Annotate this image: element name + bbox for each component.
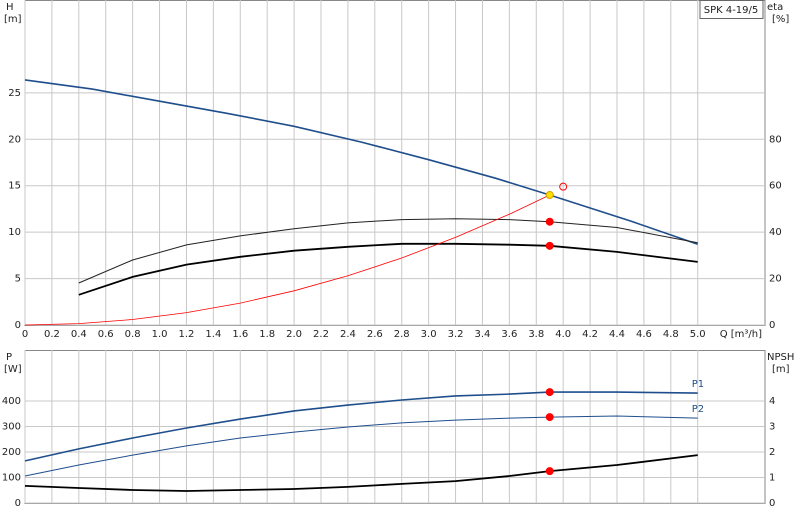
- x-tick-label: 0.4: [71, 329, 87, 340]
- curve: [24, 194, 550, 326]
- x-tick-label: 3.0: [421, 329, 437, 340]
- curve: [24, 454, 698, 492]
- y-tick-label: 300: [2, 422, 21, 433]
- x-tick-label: 3.8: [528, 329, 544, 340]
- x-tick-label: 3.6: [501, 329, 517, 340]
- curve-label: P2: [692, 404, 704, 415]
- x-tick-label: 4.2: [582, 329, 598, 340]
- operating-point: [545, 217, 554, 226]
- y-tick-label: 0: [15, 320, 21, 331]
- x-tick-label: 2.8: [394, 329, 410, 340]
- y2-tick-label: 2: [769, 447, 775, 458]
- y2-axis-unit: [m]: [772, 364, 790, 375]
- y2-tick-label: 60: [769, 181, 782, 192]
- x-tick-label: 1.2: [179, 329, 195, 340]
- y2-axis-label: eta: [767, 2, 783, 13]
- x-tick-label: 1.6: [232, 329, 248, 340]
- y-axis-label: P: [6, 352, 12, 363]
- x-axis-label: Q [m³/h]: [720, 329, 762, 340]
- x-tick-label: 0: [22, 329, 28, 340]
- y-tick-label: 10: [8, 227, 21, 238]
- x-tick-label: 2.4: [340, 329, 356, 340]
- curve: [78, 218, 698, 284]
- x-tick-label: 1.0: [152, 329, 168, 340]
- x-tick-label: 5.0: [690, 329, 706, 340]
- y-axis-label: H: [6, 2, 14, 13]
- x-tick-label: 0.2: [44, 329, 60, 340]
- x-tick-label: 2.6: [367, 329, 383, 340]
- y2-tick-label: 0: [769, 498, 775, 509]
- x-tick-label: 2.0: [286, 329, 302, 340]
- operating-point: [545, 191, 554, 199]
- x-tick-label: 4.4: [609, 329, 625, 340]
- y-tick-label: 400: [2, 396, 21, 407]
- x-tick-label: 1.4: [205, 329, 221, 340]
- y-tick-label: 0: [15, 498, 21, 509]
- y-tick-label: 100: [2, 473, 21, 484]
- y-tick-label: 25: [8, 88, 21, 99]
- title-box: [699, 0, 764, 19]
- y2-axis-unit: [%]: [772, 14, 789, 25]
- y2-tick-label: 0: [769, 320, 775, 331]
- operating-point: [545, 467, 554, 476]
- operating-point: [559, 182, 568, 191]
- y-tick-label: 15: [8, 181, 21, 192]
- x-tick-label: 3.2: [448, 329, 464, 340]
- chart-title: SPK 4-19/5: [704, 5, 759, 16]
- x-tick-label: 3.4: [475, 329, 491, 340]
- x-tick-label: 4.0: [555, 329, 571, 340]
- curve-label: P1: [692, 379, 704, 390]
- operating-point: [545, 413, 554, 422]
- operating-point: [545, 388, 554, 397]
- y2-tick-label: 80: [769, 134, 782, 145]
- y-axis-unit: [m]: [4, 14, 22, 25]
- curve: [78, 242, 698, 296]
- operating-point: [545, 241, 554, 250]
- y-axis-unit: [W]: [4, 364, 22, 375]
- x-tick-label: 4.6: [636, 329, 652, 340]
- curve: [24, 79, 698, 245]
- y-tick-label: 20: [8, 134, 21, 145]
- x-tick-label: 0.8: [125, 329, 141, 340]
- y2-tick-label: 20: [769, 274, 782, 285]
- y2-tick-label: 1: [769, 473, 775, 484]
- y2-tick-label: 40: [769, 227, 782, 238]
- y-tick-label: 200: [2, 447, 21, 458]
- y2-tick-label: 4: [769, 396, 775, 407]
- x-tick-label: 0.6: [98, 329, 114, 340]
- x-tick-label: 2.2: [313, 329, 329, 340]
- y2-axis-label: NPSH: [767, 352, 794, 363]
- x-tick-label: 1.8: [259, 329, 275, 340]
- y-tick-label: 5: [15, 274, 21, 285]
- y2-tick-label: 3: [769, 422, 775, 433]
- x-tick-label: 4.8: [663, 329, 679, 340]
